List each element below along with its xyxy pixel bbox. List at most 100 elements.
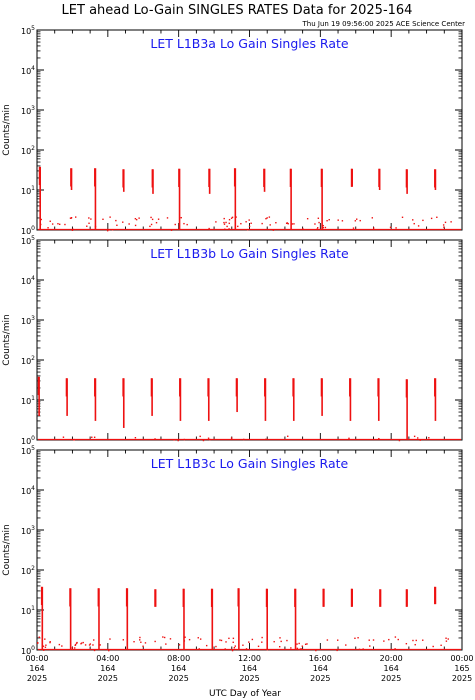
data-point <box>394 648 396 650</box>
data-point <box>74 644 76 646</box>
x-tick-time-label: 20:00 <box>380 654 403 663</box>
data-point <box>388 638 390 641</box>
y-tick-label: 102 <box>21 355 35 366</box>
plot-frame <box>36 449 463 651</box>
data-point <box>250 222 252 224</box>
panel-title: LET L1B3b Lo Gain Singles Rate <box>150 246 349 261</box>
data-point <box>447 638 449 640</box>
data-point <box>170 229 173 231</box>
data-point <box>44 638 46 640</box>
data-point <box>232 637 235 640</box>
data-point <box>417 225 420 227</box>
data-point <box>44 646 47 648</box>
panel-2: LET L1B3b Lo Gain Singles Rate Counts/min… <box>2 235 463 446</box>
data-point <box>371 217 374 219</box>
data-point <box>116 224 118 226</box>
data-point <box>224 648 226 650</box>
data-point <box>417 437 419 439</box>
data-point <box>224 228 226 230</box>
data-point <box>248 641 250 643</box>
data-point <box>231 216 234 219</box>
data-point <box>326 220 328 222</box>
data-point <box>106 229 109 232</box>
data-point <box>336 649 338 652</box>
y-axis-label: Counts/min <box>2 524 12 575</box>
data-point <box>265 438 267 441</box>
data-point <box>45 644 47 646</box>
data-point <box>133 641 135 643</box>
data-point <box>345 644 347 646</box>
data-point <box>369 645 371 647</box>
data-point <box>389 226 392 229</box>
data-point <box>37 642 39 644</box>
data-point <box>49 641 51 644</box>
data-point <box>74 647 76 649</box>
data-point <box>90 218 92 220</box>
data-point <box>405 642 408 645</box>
data-point <box>223 221 225 224</box>
data-point <box>296 647 299 650</box>
data-point <box>261 222 263 225</box>
data-point <box>306 643 308 645</box>
y-tick-label: 105 <box>21 25 35 36</box>
data-point <box>337 219 339 221</box>
data-point <box>80 642 83 644</box>
data-point <box>134 224 137 227</box>
data-point <box>412 219 414 221</box>
plot-frame <box>36 29 463 231</box>
data-point <box>72 228 74 231</box>
data-point <box>337 639 339 641</box>
data-point <box>157 218 160 220</box>
data-point <box>237 225 239 228</box>
data-point <box>199 435 201 438</box>
data-point <box>372 639 375 641</box>
data-point <box>64 223 66 226</box>
data-point <box>266 217 268 219</box>
data-point <box>428 437 430 439</box>
y-tick-label: 100 <box>21 225 35 236</box>
data-point <box>128 223 130 225</box>
data-point <box>162 636 164 638</box>
data-point <box>42 645 45 647</box>
data-point <box>215 645 217 648</box>
x-tick-year-label: 2025 <box>27 674 47 683</box>
data-point <box>443 226 445 228</box>
data-point <box>134 217 137 220</box>
data-point <box>207 437 210 439</box>
data-point <box>354 220 357 222</box>
data-point <box>245 648 248 650</box>
data-point <box>91 436 93 438</box>
data-point <box>328 218 330 221</box>
data-point <box>84 644 87 646</box>
data-point <box>242 644 244 646</box>
data-point <box>208 227 210 230</box>
data-point <box>272 229 275 231</box>
data-point <box>183 222 185 225</box>
data-point <box>232 641 234 644</box>
data-point <box>92 644 94 646</box>
data-point <box>398 439 401 442</box>
data-point <box>317 227 319 229</box>
data-point <box>432 645 434 648</box>
data-point <box>109 216 111 218</box>
data-point <box>265 217 267 220</box>
data-point <box>102 218 104 221</box>
data-point <box>228 218 231 221</box>
data-point <box>368 639 370 641</box>
data-point <box>372 227 375 229</box>
data-point <box>71 647 74 649</box>
x-tick-year-label: 2025 <box>310 674 330 683</box>
data-point <box>88 644 91 646</box>
data-point <box>205 644 208 647</box>
data-point <box>115 219 117 222</box>
panels: LET L1B3a Lo Gain Singles Rate Counts/min… <box>2 25 463 656</box>
data-point <box>341 220 344 222</box>
data-point <box>269 224 271 226</box>
data-point <box>74 643 77 646</box>
data-point <box>174 223 176 226</box>
data-point <box>261 636 263 639</box>
panel-title: LET L1B3a Lo Gain Singles Rate <box>150 36 349 51</box>
data-point <box>450 221 452 223</box>
data-point <box>151 218 154 221</box>
data-point <box>261 641 263 643</box>
